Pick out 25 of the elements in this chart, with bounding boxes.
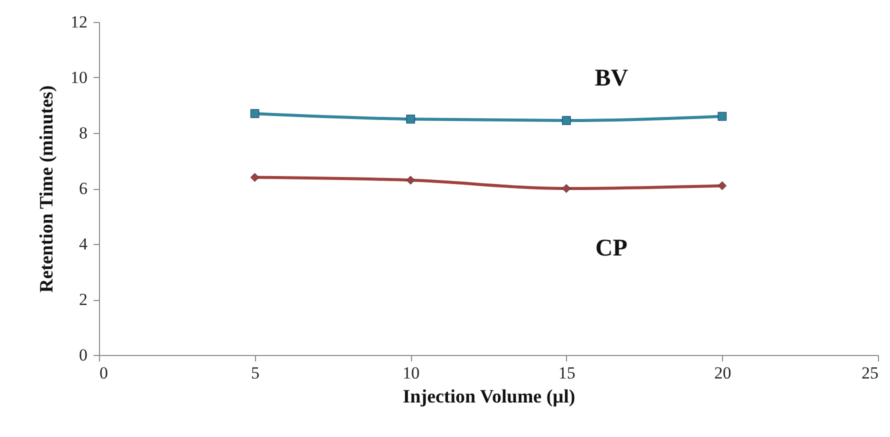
point — [562, 184, 571, 193]
point — [718, 112, 727, 121]
point — [406, 176, 416, 185]
y-tick-label: 2 — [79, 290, 88, 309]
point — [718, 181, 727, 190]
y-axis-title: Retention Time (minutes) — [36, 85, 58, 293]
y-tick-label: 12 — [70, 12, 88, 32]
point — [250, 172, 260, 182]
y-tick-label: 4 — [79, 234, 88, 254]
point — [250, 109, 260, 118]
x-tick-label: 10 — [402, 364, 420, 382]
series-label: BV — [594, 66, 629, 92]
x-tick-label: 0 — [100, 364, 108, 382]
y-tick-label: 6 — [79, 179, 88, 198]
x-tick-label: 25 — [862, 364, 878, 382]
x-tick-label: 5 — [251, 364, 260, 382]
point — [562, 116, 571, 125]
point — [406, 114, 416, 124]
x-tick-label: 15 — [558, 364, 576, 382]
x-tick-label: 20 — [714, 364, 732, 382]
series-label: CP — [595, 236, 628, 262]
y-tick-label: 8 — [79, 124, 88, 142]
x-axis-title: Injection Volume (µl) — [402, 386, 576, 408]
y-tick-label: 10 — [70, 68, 88, 87]
y-tick-label: 0 — [79, 346, 88, 364]
